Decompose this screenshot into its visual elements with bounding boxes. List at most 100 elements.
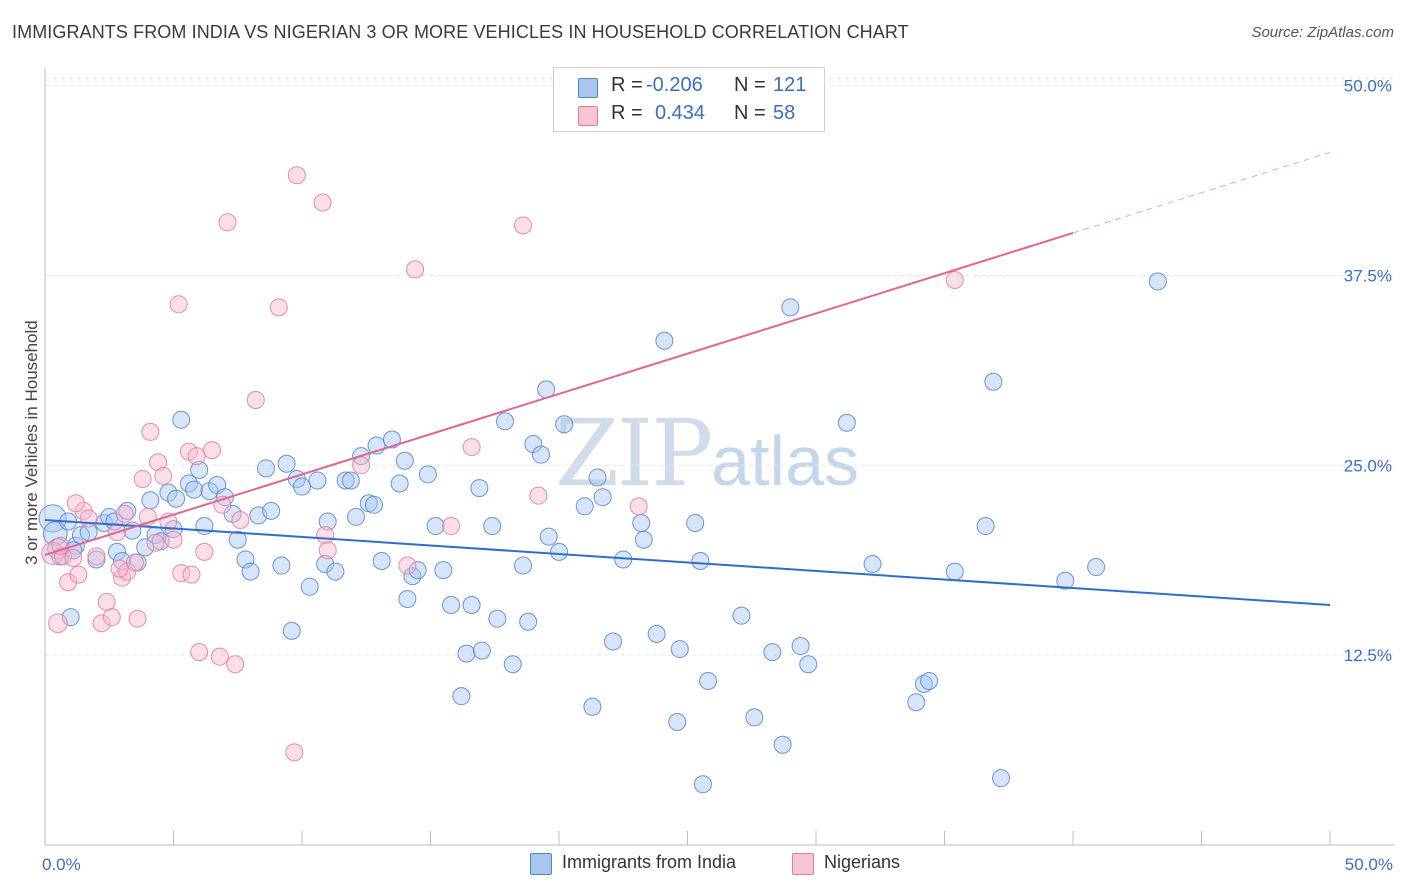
- india-point: [241, 562, 260, 581]
- india-point: [914, 675, 933, 694]
- nigerian-point: [398, 556, 417, 575]
- india-point: [277, 454, 296, 473]
- india-point: [863, 555, 882, 574]
- nigerian-point: [529, 486, 548, 505]
- nigerian-point: [64, 548, 83, 567]
- india-point: [519, 612, 538, 631]
- watermark-zip: ZIP: [555, 400, 713, 507]
- r-label: R =: [611, 102, 643, 124]
- india-point: [136, 538, 155, 557]
- nigerian-point: [442, 517, 461, 536]
- india-point: [195, 517, 214, 536]
- nigerian-point: [629, 497, 648, 516]
- nigerian-point: [210, 647, 229, 666]
- india-point: [588, 468, 607, 487]
- nigerian-point: [164, 530, 183, 549]
- india-point: [172, 410, 191, 429]
- india-point: [837, 413, 856, 432]
- india-point: [215, 488, 234, 507]
- india-point: [514, 556, 533, 575]
- india-point: [699, 671, 718, 690]
- india-point: [452, 687, 471, 706]
- y-tick-label: 12.5%: [1344, 646, 1392, 665]
- india-point: [496, 412, 515, 431]
- india-point: [539, 527, 558, 546]
- india-point: [293, 477, 311, 496]
- india-point: [318, 512, 337, 531]
- india-point: [326, 562, 345, 581]
- india-point: [472, 641, 491, 660]
- india-point: [179, 474, 198, 493]
- nigerian-n-value: 58: [773, 102, 796, 124]
- correlation-legend: R = -0.206 N = 121 R = 0.434 N = 58: [553, 67, 825, 132]
- india-point: [670, 640, 689, 659]
- nigerian-point: [203, 441, 222, 460]
- india-point: [799, 655, 818, 674]
- india-point: [488, 609, 507, 628]
- n-label: N =: [734, 102, 766, 124]
- nigerian-point: [102, 608, 121, 627]
- india-point: [185, 480, 204, 499]
- india-point: [691, 551, 710, 570]
- nigerian-point: [246, 390, 265, 409]
- nigerian-point: [169, 295, 188, 314]
- nigerian-point: [285, 743, 304, 762]
- india-point: [647, 624, 666, 643]
- india-point: [236, 550, 255, 569]
- nigerian-point: [318, 541, 337, 560]
- india-point: [364, 495, 383, 514]
- india-point: [341, 471, 360, 490]
- india-swatch: [578, 78, 598, 98]
- x-tick-label: 0.0%: [42, 855, 81, 874]
- india-point: [773, 735, 792, 754]
- india-point: [395, 451, 414, 470]
- india-point: [992, 769, 1011, 788]
- india-point: [976, 517, 995, 536]
- india-point: [907, 693, 926, 712]
- india-point: [686, 514, 705, 533]
- india-point: [398, 589, 417, 608]
- nigerian-legend-swatch: [792, 853, 814, 875]
- nigerian-point: [87, 547, 106, 566]
- india-point: [262, 501, 281, 520]
- india-point: [1148, 272, 1167, 291]
- nigerian-point: [128, 609, 147, 628]
- legend-row-nigerian: R = 0.434 N = 58: [554, 102, 824, 128]
- nigerian-point: [406, 260, 425, 279]
- nigerian-point: [231, 510, 250, 529]
- nigerian-point: [154, 466, 173, 485]
- india-point: [791, 637, 810, 656]
- india-point: [346, 507, 365, 526]
- india-point: [457, 644, 476, 663]
- nigerian-point: [79, 509, 98, 528]
- india-point: [308, 471, 327, 490]
- nigerian-point: [133, 469, 152, 488]
- india-point: [316, 555, 335, 574]
- india-legend-swatch: [530, 853, 552, 875]
- nigerian-point: [146, 533, 165, 552]
- india-point: [418, 465, 437, 484]
- nigerian-point: [187, 447, 206, 466]
- y-tick-label: 25.0%: [1344, 456, 1392, 475]
- india-point: [408, 561, 427, 580]
- nigerian-point: [182, 565, 201, 584]
- india-point: [945, 562, 964, 581]
- india-point: [745, 708, 764, 727]
- india-point: [372, 551, 391, 570]
- india-point: [483, 517, 502, 536]
- nigerian-swatch: [578, 106, 598, 126]
- y-tick-label: 50.0%: [1344, 77, 1392, 96]
- india-point: [984, 372, 1003, 391]
- y-tick-label: 37.5%: [1344, 266, 1392, 285]
- india-n-value: 121: [773, 74, 807, 96]
- india-point: [470, 479, 489, 498]
- india-point: [781, 298, 800, 317]
- nigerian-point: [66, 494, 85, 513]
- nigerian-point: [462, 438, 481, 457]
- nigerian-point: [218, 213, 237, 232]
- nigerian-point: [313, 193, 332, 212]
- india-point: [763, 643, 782, 662]
- india-point: [632, 514, 651, 533]
- india-point: [426, 517, 445, 536]
- nigerian-point: [190, 643, 209, 662]
